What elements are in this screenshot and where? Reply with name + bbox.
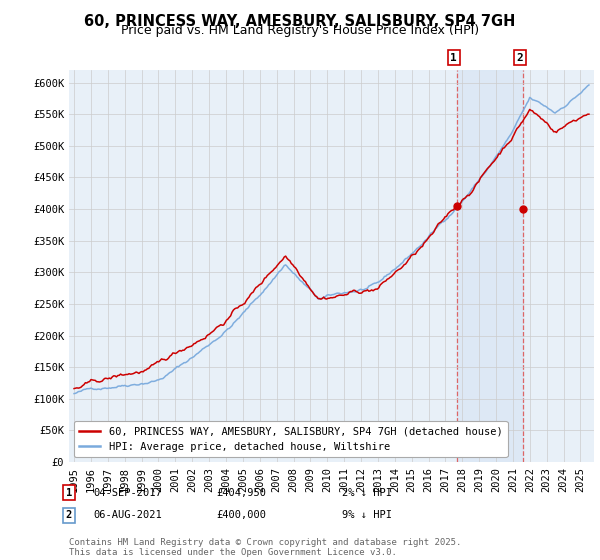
- Text: £404,950: £404,950: [216, 488, 266, 498]
- Text: 9% ↓ HPI: 9% ↓ HPI: [342, 510, 392, 520]
- Text: 2% ↓ HPI: 2% ↓ HPI: [342, 488, 392, 498]
- Text: 1: 1: [66, 488, 72, 498]
- Text: 1: 1: [451, 53, 457, 63]
- Text: 2: 2: [66, 510, 72, 520]
- Legend: 60, PRINCESS WAY, AMESBURY, SALISBURY, SP4 7GH (detached house), HPI: Average pr: 60, PRINCESS WAY, AMESBURY, SALISBURY, S…: [74, 421, 508, 457]
- Text: 04-SEP-2017: 04-SEP-2017: [93, 488, 162, 498]
- Bar: [457, 70, 523, 462]
- Text: Contains HM Land Registry data © Crown copyright and database right 2025.
This d: Contains HM Land Registry data © Crown c…: [69, 538, 461, 557]
- Text: Price paid vs. HM Land Registry's House Price Index (HPI): Price paid vs. HM Land Registry's House …: [121, 24, 479, 37]
- Text: 2: 2: [517, 53, 523, 63]
- Text: 06-AUG-2021: 06-AUG-2021: [93, 510, 162, 520]
- Text: £400,000: £400,000: [216, 510, 266, 520]
- Text: 60, PRINCESS WAY, AMESBURY, SALISBURY, SP4 7GH: 60, PRINCESS WAY, AMESBURY, SALISBURY, S…: [85, 14, 515, 29]
